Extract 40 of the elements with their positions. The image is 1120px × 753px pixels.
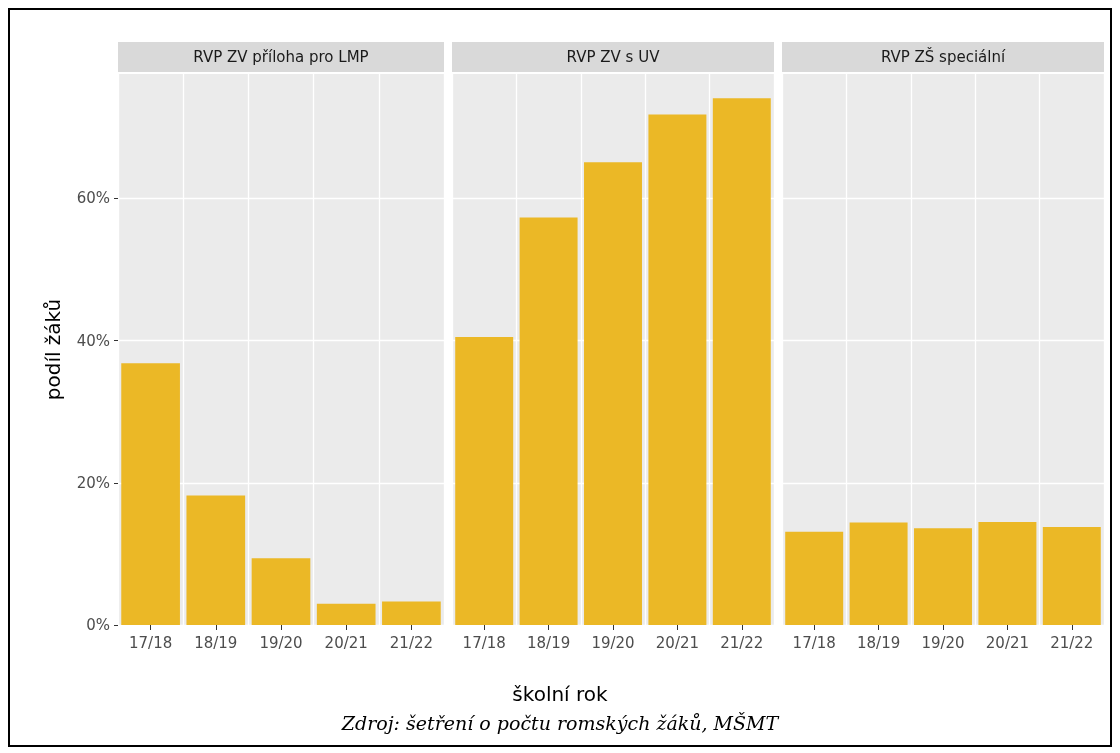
bar: [186, 495, 246, 625]
bar: [584, 162, 642, 625]
x-tick-label: 17/18: [462, 633, 506, 652]
chart-title: RVP ZŠ speciální: [880, 47, 1006, 66]
x-tick-label: 20/21: [324, 633, 368, 652]
y-tick-label: 40%: [76, 331, 110, 350]
bar: [316, 603, 376, 625]
bar: [519, 217, 578, 625]
y-tick-label: 20%: [76, 473, 110, 492]
bar: [978, 521, 1037, 625]
x-tick-label: 21/22: [1050, 633, 1094, 652]
bar: [648, 114, 707, 625]
x-tick-label: 18/19: [526, 633, 571, 652]
text: Zdroj: šetření o počtu romských žáků, MŠMT: [340, 712, 781, 734]
bar: [849, 522, 908, 625]
bar: [712, 98, 771, 625]
bar: [455, 337, 514, 625]
x-tick-label: 21/22: [389, 633, 434, 652]
x-tick-label: 19/20: [259, 633, 303, 652]
bar: [785, 531, 844, 625]
x-axis-title: školní rok: [511, 682, 609, 706]
x-tick-label: 18/19: [194, 633, 238, 652]
x-tick-label: 19/20: [591, 633, 635, 652]
x-tick-label: 17/18: [128, 633, 173, 652]
bar: [382, 601, 441, 625]
x-tick-label: 19/20: [921, 633, 965, 652]
x-tick-label: 18/19: [856, 633, 901, 652]
y-tick-label: 60%: [76, 189, 110, 208]
x-tick-label: 20/21: [655, 633, 700, 652]
chart-title: RVP ZV s UV: [566, 48, 661, 66]
x-tick-label: 20/21: [985, 633, 1030, 652]
y-axis-title: podíl žáků: [41, 298, 65, 401]
x-tick-label: 17/18: [792, 633, 836, 652]
bar: [121, 363, 180, 625]
bar: [1042, 526, 1101, 625]
chart-title: RVP ZV příloha pro LMP: [193, 48, 369, 66]
y-tick-label: 0%: [86, 616, 110, 634]
bar: [914, 528, 972, 625]
bar: [251, 558, 311, 625]
x-tick-label: 21/22: [720, 633, 764, 652]
